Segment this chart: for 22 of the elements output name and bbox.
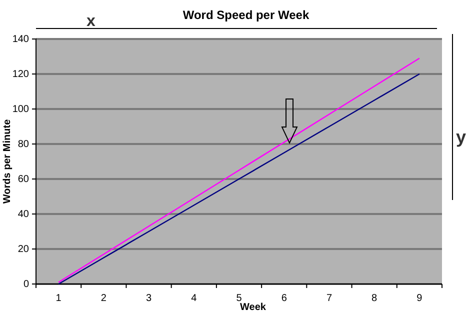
x-tick-label: 5 bbox=[236, 293, 242, 304]
x-tick-label: 2 bbox=[100, 293, 107, 304]
text: y bbox=[456, 127, 466, 147]
y-tick-label: 0 bbox=[23, 279, 30, 290]
y-tick-label: 120 bbox=[12, 69, 30, 80]
y-axis-title: Words per Minute bbox=[2, 118, 13, 204]
y-tick-label: 40 bbox=[18, 209, 30, 220]
x-tick-label: 3 bbox=[146, 293, 152, 304]
x-tick-label: 7 bbox=[326, 293, 332, 304]
x-tick-label: 4 bbox=[191, 293, 198, 304]
x-axis-title: Week bbox=[240, 302, 266, 313]
x-tick-label: 9 bbox=[416, 293, 423, 304]
y-tick-label: 60 bbox=[18, 174, 30, 186]
text: x bbox=[86, 13, 96, 30]
y-tick-label: 140 bbox=[12, 34, 30, 46]
x-tick-label: 1 bbox=[56, 293, 62, 304]
y-tick-label: 100 bbox=[12, 104, 30, 116]
chart-title: Word Speed per Week bbox=[182, 8, 310, 22]
y-tick-label: 20 bbox=[18, 244, 30, 256]
y-tick-label: 80 bbox=[18, 139, 30, 150]
x-tick-label: 6 bbox=[281, 293, 288, 304]
x-tick-label: 8 bbox=[372, 293, 378, 304]
